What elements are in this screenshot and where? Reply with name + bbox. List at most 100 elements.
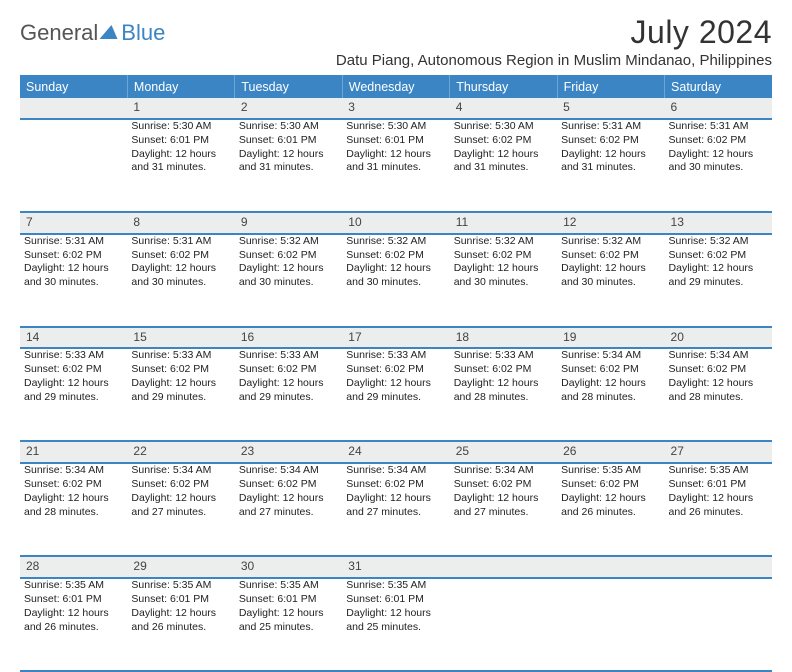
day-number-cell: 14	[20, 327, 127, 349]
day-cell: Sunrise: 5:34 AMSunset: 6:02 PMDaylight:…	[557, 348, 664, 441]
weekday-header: Saturday	[665, 75, 772, 98]
day-number-cell: 6	[665, 98, 772, 119]
day-cell: Sunrise: 5:31 AMSunset: 6:02 PMDaylight:…	[557, 119, 664, 212]
day-info-line: Sunset: 6:02 PM	[346, 249, 445, 263]
day-info-line: Sunset: 6:02 PM	[454, 363, 553, 377]
day-number-cell: 29	[127, 556, 234, 578]
day-number-cell: 27	[665, 441, 772, 463]
day-number-row: 28293031	[20, 556, 772, 578]
day-cell: Sunrise: 5:32 AMSunset: 6:02 PMDaylight:…	[665, 234, 772, 327]
day-info-line: Sunrise: 5:35 AM	[669, 464, 768, 478]
day-cell: Sunrise: 5:30 AMSunset: 6:01 PMDaylight:…	[235, 119, 342, 212]
day-info-line: Sunset: 6:02 PM	[454, 134, 553, 148]
day-info-line: Sunrise: 5:34 AM	[346, 464, 445, 478]
day-cell: Sunrise: 5:35 AMSunset: 6:01 PMDaylight:…	[235, 578, 342, 671]
day-cell: Sunrise: 5:33 AMSunset: 6:02 PMDaylight:…	[127, 348, 234, 441]
day-info-line: Sunrise: 5:30 AM	[131, 120, 230, 134]
weekday-header: Friday	[557, 75, 664, 98]
day-info-line: Daylight: 12 hours and 25 minutes.	[239, 607, 338, 635]
calendar-body: 123456Sunrise: 5:30 AMSunset: 6:01 PMDay…	[20, 98, 772, 671]
day-info-line: Daylight: 12 hours and 31 minutes.	[561, 148, 660, 176]
weekday-row: Sunday Monday Tuesday Wednesday Thursday…	[20, 75, 772, 98]
day-info-line: Daylight: 12 hours and 29 minutes.	[131, 377, 230, 405]
day-cell: Sunrise: 5:31 AMSunset: 6:02 PMDaylight:…	[20, 234, 127, 327]
day-info-line: Sunrise: 5:31 AM	[669, 120, 768, 134]
day-info-line: Sunset: 6:02 PM	[669, 134, 768, 148]
day-info-line: Sunset: 6:02 PM	[346, 478, 445, 492]
month-title: July 2024	[336, 14, 772, 51]
day-info-line: Sunset: 6:02 PM	[24, 249, 123, 263]
day-info-line: Sunrise: 5:35 AM	[561, 464, 660, 478]
day-number-cell: 8	[127, 212, 234, 234]
day-number-cell: 26	[557, 441, 664, 463]
day-info-line: Sunrise: 5:34 AM	[131, 464, 230, 478]
week-row: Sunrise: 5:33 AMSunset: 6:02 PMDaylight:…	[20, 348, 772, 441]
day-info-line: Sunset: 6:02 PM	[669, 249, 768, 263]
day-info-line: Sunset: 6:01 PM	[239, 593, 338, 607]
day-cell: Sunrise: 5:35 AMSunset: 6:01 PMDaylight:…	[342, 578, 449, 671]
day-cell: Sunrise: 5:34 AMSunset: 6:02 PMDaylight:…	[20, 463, 127, 556]
day-info-line: Daylight: 12 hours and 30 minutes.	[131, 262, 230, 290]
brand-text-part1: General	[20, 20, 98, 46]
day-info-line: Daylight: 12 hours and 28 minutes.	[669, 377, 768, 405]
day-info-line: Sunrise: 5:33 AM	[24, 349, 123, 363]
day-info-line: Sunset: 6:02 PM	[346, 363, 445, 377]
day-info-line: Daylight: 12 hours and 29 minutes.	[346, 377, 445, 405]
day-info-line: Daylight: 12 hours and 31 minutes.	[131, 148, 230, 176]
day-info-line: Sunset: 6:02 PM	[131, 478, 230, 492]
week-row: Sunrise: 5:31 AMSunset: 6:02 PMDaylight:…	[20, 234, 772, 327]
weekday-header: Monday	[127, 75, 234, 98]
day-number-cell	[557, 556, 664, 578]
day-number-cell: 7	[20, 212, 127, 234]
day-number-cell: 3	[342, 98, 449, 119]
day-info-line: Sunrise: 5:34 AM	[454, 464, 553, 478]
day-info-line: Daylight: 12 hours and 29 minutes.	[239, 377, 338, 405]
day-info-line: Sunset: 6:02 PM	[561, 134, 660, 148]
day-info-line: Daylight: 12 hours and 30 minutes.	[561, 262, 660, 290]
day-info-line: Sunrise: 5:32 AM	[346, 235, 445, 249]
day-info-line: Sunrise: 5:35 AM	[131, 579, 230, 593]
day-number-cell: 18	[450, 327, 557, 349]
day-info-line: Sunrise: 5:35 AM	[24, 579, 123, 593]
day-info-line: Sunset: 6:01 PM	[669, 478, 768, 492]
day-cell: Sunrise: 5:33 AMSunset: 6:02 PMDaylight:…	[20, 348, 127, 441]
day-info-line: Daylight: 12 hours and 30 minutes.	[346, 262, 445, 290]
day-number-cell	[20, 98, 127, 119]
day-info-line: Sunrise: 5:33 AM	[454, 349, 553, 363]
day-number-cell: 10	[342, 212, 449, 234]
day-cell: Sunrise: 5:35 AMSunset: 6:02 PMDaylight:…	[557, 463, 664, 556]
day-number-cell: 25	[450, 441, 557, 463]
day-number-cell: 20	[665, 327, 772, 349]
day-info-line: Sunrise: 5:30 AM	[346, 120, 445, 134]
day-cell: Sunrise: 5:32 AMSunset: 6:02 PMDaylight:…	[450, 234, 557, 327]
day-number-cell: 17	[342, 327, 449, 349]
day-info-line: Sunrise: 5:35 AM	[239, 579, 338, 593]
day-cell: Sunrise: 5:32 AMSunset: 6:02 PMDaylight:…	[557, 234, 664, 327]
day-info-line: Daylight: 12 hours and 30 minutes.	[454, 262, 553, 290]
day-number-row: 123456	[20, 98, 772, 119]
day-info-line: Sunset: 6:01 PM	[24, 593, 123, 607]
day-number-cell: 31	[342, 556, 449, 578]
day-number-cell: 30	[235, 556, 342, 578]
day-cell: Sunrise: 5:33 AMSunset: 6:02 PMDaylight:…	[235, 348, 342, 441]
day-number-cell: 28	[20, 556, 127, 578]
day-cell: Sunrise: 5:34 AMSunset: 6:02 PMDaylight:…	[342, 463, 449, 556]
day-cell	[450, 578, 557, 671]
day-info-line: Sunrise: 5:31 AM	[24, 235, 123, 249]
brand-logo: General Blue	[20, 14, 165, 46]
location-subtitle: Datu Piang, Autonomous Region in Muslim …	[336, 52, 772, 69]
weekday-header: Thursday	[450, 75, 557, 98]
day-info-line: Daylight: 12 hours and 31 minutes.	[454, 148, 553, 176]
day-number-row: 78910111213	[20, 212, 772, 234]
day-cell: Sunrise: 5:31 AMSunset: 6:02 PMDaylight:…	[665, 119, 772, 212]
day-info-line: Daylight: 12 hours and 28 minutes.	[24, 492, 123, 520]
day-number-cell: 22	[127, 441, 234, 463]
day-info-line: Daylight: 12 hours and 27 minutes.	[346, 492, 445, 520]
day-info-line: Daylight: 12 hours and 25 minutes.	[346, 607, 445, 635]
day-number-cell: 24	[342, 441, 449, 463]
day-info-line: Sunrise: 5:35 AM	[346, 579, 445, 593]
day-info-line: Sunrise: 5:33 AM	[131, 349, 230, 363]
day-info-line: Sunset: 6:01 PM	[131, 134, 230, 148]
day-info-line: Sunrise: 5:34 AM	[239, 464, 338, 478]
day-info-line: Sunrise: 5:34 AM	[24, 464, 123, 478]
